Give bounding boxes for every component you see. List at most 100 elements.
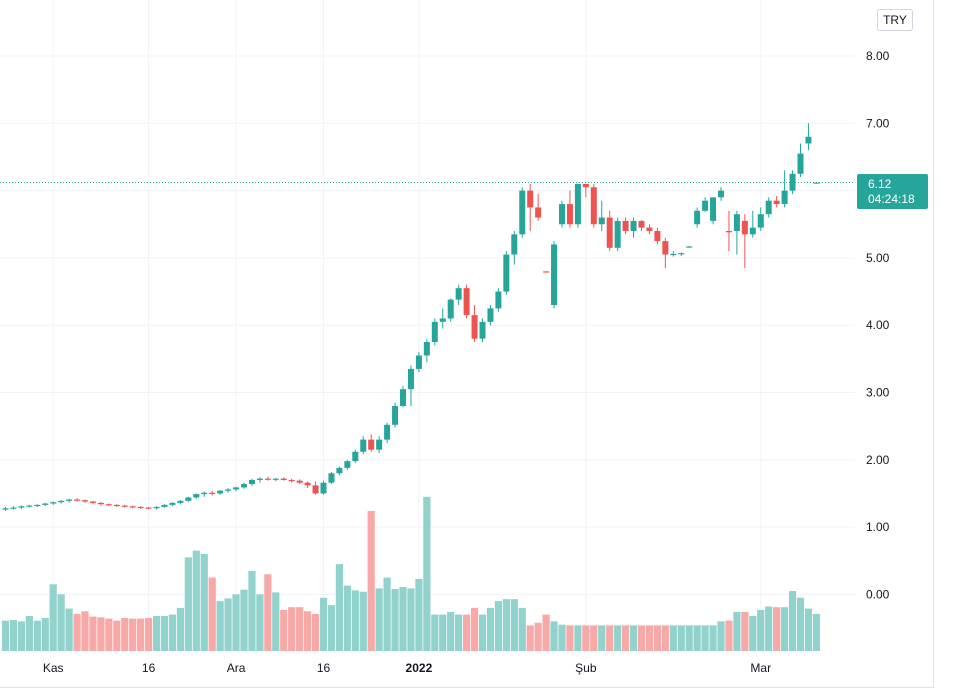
volume-bar: [343, 585, 351, 651]
volume-bar: [168, 614, 177, 651]
volume-bar: [41, 617, 49, 651]
volume-bar: [749, 615, 757, 651]
candle-body: [813, 182, 820, 184]
currency-badge[interactable]: TRY: [877, 9, 913, 31]
candle-body: [654, 230, 661, 242]
candle-body: [328, 473, 335, 483]
candle-body: [749, 227, 756, 235]
volume-bar: [121, 617, 129, 651]
volume-bar: [812, 613, 820, 651]
candle-body: [2, 508, 9, 510]
volume-bar: [614, 625, 622, 651]
volume-bar: [407, 588, 415, 651]
volume-bar: [550, 621, 558, 651]
candle-body: [264, 478, 271, 480]
candle-body: [121, 505, 128, 507]
candle-body: [598, 217, 605, 225]
candle-body: [574, 183, 581, 225]
volume-bar: [9, 619, 18, 651]
candle-body: [765, 200, 772, 215]
volume-bar: [717, 621, 725, 651]
volume-bar: [701, 625, 709, 651]
volume-bar: [73, 613, 81, 651]
volume-bar: [781, 607, 789, 651]
candle-body: [582, 183, 589, 188]
volume-bar: [582, 625, 590, 651]
volume-bar: [709, 625, 717, 651]
volume-bar: [534, 622, 542, 651]
volume-bar: [415, 578, 423, 651]
volume-bar: [224, 598, 232, 651]
candlestick-chart[interactable]: 8.007.006.005.004.003.002.001.000.00 Kas…: [0, 0, 934, 688]
candle-body: [503, 254, 510, 292]
volume-bar: [367, 510, 375, 651]
candle-body: [487, 308, 494, 322]
candle-body: [646, 227, 653, 231]
candle-body: [42, 503, 49, 505]
candle-body: [82, 500, 88, 502]
volume-bar: [375, 588, 383, 651]
volume-bar: [518, 607, 526, 651]
candle-body: [471, 315, 478, 339]
candle-body: [296, 480, 303, 483]
candle-body: [590, 187, 597, 225]
candle-body: [495, 291, 502, 309]
chart-frame: 8.007.006.005.004.003.002.001.000.00 Kas…: [0, 0, 934, 688]
candle-body: [741, 220, 748, 235]
candle-body: [423, 342, 430, 356]
candle-body: [360, 439, 367, 452]
volume-bar: [470, 607, 479, 651]
volume-bar: [439, 614, 447, 651]
x-tick-label: 2022: [406, 661, 433, 675]
candle-body: [312, 485, 319, 494]
candle-body: [415, 355, 422, 369]
candle-body: [638, 220, 645, 228]
candle-body: [511, 234, 518, 255]
volume-bar: [733, 611, 741, 651]
candle-body: [105, 504, 112, 506]
candle-body: [551, 244, 558, 306]
last-price-tag: 6.12 04:24:18: [857, 174, 928, 209]
volume-bar: [391, 589, 399, 651]
volume-bar: [97, 617, 105, 651]
y-tick-label: 0.00: [866, 587, 890, 601]
x-tick-label: 16: [142, 661, 156, 675]
volume-bar: [566, 625, 574, 651]
candle-body: [304, 482, 311, 486]
volume-bar: [383, 577, 391, 651]
candle-body: [678, 253, 685, 255]
volume-bar: [200, 554, 208, 651]
x-axis[interactable]: Kas 16 Ara 16 2022 Şub Mar: [43, 661, 771, 675]
y-axis[interactable]: 8.007.006.005.004.003.002.001.000.00: [866, 49, 890, 601]
candle-body: [352, 451, 359, 462]
candle-body: [781, 190, 788, 205]
candle-body: [34, 504, 41, 507]
candle-body: [50, 502, 57, 504]
volume-bar: [351, 590, 359, 651]
volume-bar: [526, 625, 534, 651]
candle-body: [336, 467, 343, 474]
candle-body: [686, 246, 693, 248]
candle-body: [479, 321, 486, 339]
y-tick-label: 7.00: [866, 116, 890, 130]
candle-body: [439, 318, 446, 322]
volume-bar: [486, 607, 495, 651]
volume-bar: [304, 611, 312, 651]
volume-bar: [494, 601, 502, 651]
candle-body: [662, 241, 669, 255]
volume-bar: [359, 591, 367, 651]
candle-body: [113, 504, 120, 507]
candle-body: [543, 271, 550, 273]
volume-bar: [725, 620, 733, 651]
volume-bar: [208, 577, 216, 651]
volume-bar: [598, 625, 606, 651]
candle-body: [320, 482, 327, 494]
candle-body: [225, 489, 232, 491]
candle-body: [805, 136, 812, 144]
candle-body: [137, 506, 144, 509]
volume-bar: [788, 591, 797, 651]
candle-layer: [2, 123, 820, 511]
volume-bar: [796, 597, 805, 651]
candle-body: [185, 497, 192, 501]
candle-body: [153, 506, 160, 509]
